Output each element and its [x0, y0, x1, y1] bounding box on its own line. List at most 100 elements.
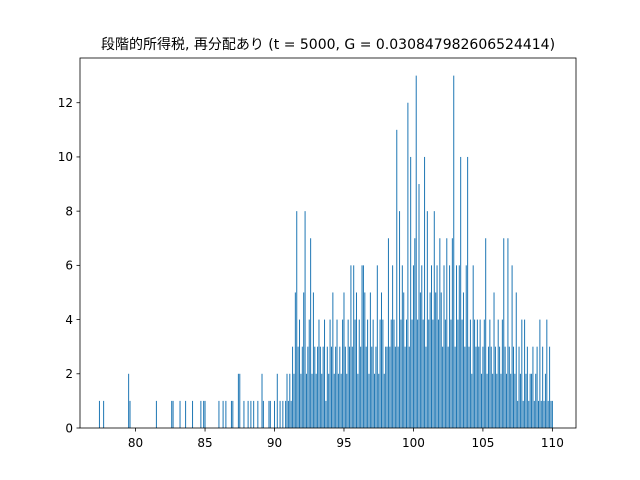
x-tick-label: 105	[471, 436, 494, 450]
histogram-bar	[411, 319, 413, 428]
histogram-bar	[276, 373, 278, 428]
histogram-bar	[474, 319, 476, 428]
histogram-bar	[396, 129, 398, 428]
histogram-bar	[444, 319, 446, 428]
histogram-bar	[382, 319, 384, 428]
histogram-bar	[332, 292, 334, 428]
histogram-bar	[526, 346, 528, 428]
histogram-bar	[475, 346, 477, 428]
histogram-bar	[531, 373, 533, 428]
histogram-bar	[347, 319, 349, 428]
histogram-bar	[330, 346, 332, 428]
chart-title: 段階的所得税, 再分配あり (t = 5000, G = 0.030847982…	[101, 36, 555, 53]
histogram-bar	[517, 400, 519, 428]
histogram-bar	[500, 373, 502, 428]
histogram-bar	[543, 400, 545, 428]
histogram-bar	[317, 346, 319, 428]
histogram-bar	[412, 265, 414, 428]
histogram-bar	[390, 319, 392, 428]
histogram-bar	[432, 319, 434, 428]
x-axis-ticks: 80 85 90 95 100 105 110	[128, 428, 564, 450]
histogram-bar	[355, 292, 357, 428]
plot-area-frame	[79, 57, 577, 429]
histogram-bar	[494, 346, 496, 428]
histogram-bar	[367, 319, 369, 428]
histogram-bar	[336, 319, 338, 428]
histogram-bar	[479, 319, 481, 428]
histogram-bar	[433, 211, 435, 428]
histogram-bar	[403, 292, 405, 428]
histogram-bar	[292, 346, 294, 428]
histogram-bar	[540, 400, 542, 428]
histogram-bar	[230, 400, 232, 428]
histogram-bar	[299, 319, 301, 428]
histogram-bar	[460, 156, 462, 428]
histogram-bar	[415, 75, 417, 429]
histogram-bar	[497, 319, 499, 428]
histogram-bar	[422, 319, 424, 428]
x-tick-label: 80	[128, 436, 143, 450]
histogram-bar	[547, 400, 549, 428]
histogram-bar	[431, 265, 433, 428]
histogram-bar	[318, 319, 320, 428]
histogram-bar	[462, 292, 464, 428]
histogram-bar	[399, 211, 401, 428]
histogram-bar	[439, 238, 441, 428]
histogram-bar	[371, 346, 373, 428]
histogram-bar	[305, 373, 307, 428]
histogram-bar	[549, 346, 551, 428]
histogram-bar	[155, 400, 157, 428]
histogram-bar	[129, 400, 131, 428]
y-tick-label: 12	[58, 96, 73, 110]
histogram-bar	[496, 373, 498, 428]
histogram-bar	[469, 319, 471, 428]
histogram-bar	[314, 346, 316, 428]
histogram-bar	[218, 400, 220, 428]
histogram-bar	[289, 373, 291, 428]
histogram-bar	[524, 319, 526, 428]
y-tick-label: 10	[58, 150, 73, 164]
histogram-bar	[471, 373, 473, 428]
histogram-bar	[319, 346, 321, 428]
histogram-bar	[410, 156, 412, 428]
histogram-bar	[437, 319, 439, 428]
histogram-bar	[428, 319, 430, 428]
histogram-bar	[457, 319, 459, 428]
histogram-bar	[357, 373, 359, 428]
histogram-bar	[406, 319, 407, 428]
histogram-bar	[200, 400, 202, 428]
histogram-bar	[385, 346, 387, 428]
histogram-bar	[325, 400, 327, 428]
histogram-bar	[296, 211, 298, 428]
histogram-bar	[522, 400, 524, 428]
histogram-bar	[424, 156, 426, 428]
histogram-bar	[128, 373, 130, 428]
histogram-bar	[349, 346, 351, 428]
x-tick-label: 90	[267, 436, 282, 450]
histogram-bar	[346, 373, 348, 428]
histogram-bar	[369, 292, 371, 428]
histogram-bar	[253, 400, 255, 428]
histogram-bar	[550, 400, 552, 428]
histogram-bar	[537, 400, 539, 428]
histogram-bar	[414, 238, 416, 428]
histogram-bar	[478, 346, 480, 428]
histogram-bar	[408, 346, 410, 428]
x-tick-label: 95	[336, 436, 351, 450]
histogram-bar	[308, 319, 310, 428]
histogram-bar	[397, 346, 399, 428]
histogram-bar	[322, 346, 324, 428]
histogram-bar	[262, 400, 264, 428]
histogram-bar	[521, 319, 523, 428]
histogram-bar	[374, 373, 376, 428]
histogram-bar	[486, 373, 488, 428]
histogram-bar	[454, 346, 456, 428]
histogram-bar	[506, 373, 508, 428]
histogram-bar	[365, 346, 367, 428]
histogram-bar	[443, 265, 445, 428]
histogram-bar	[354, 319, 356, 428]
histogram-bar	[392, 265, 394, 428]
histogram-bar	[339, 346, 341, 428]
histogram-bar	[232, 400, 234, 428]
histogram-bar	[326, 346, 328, 428]
